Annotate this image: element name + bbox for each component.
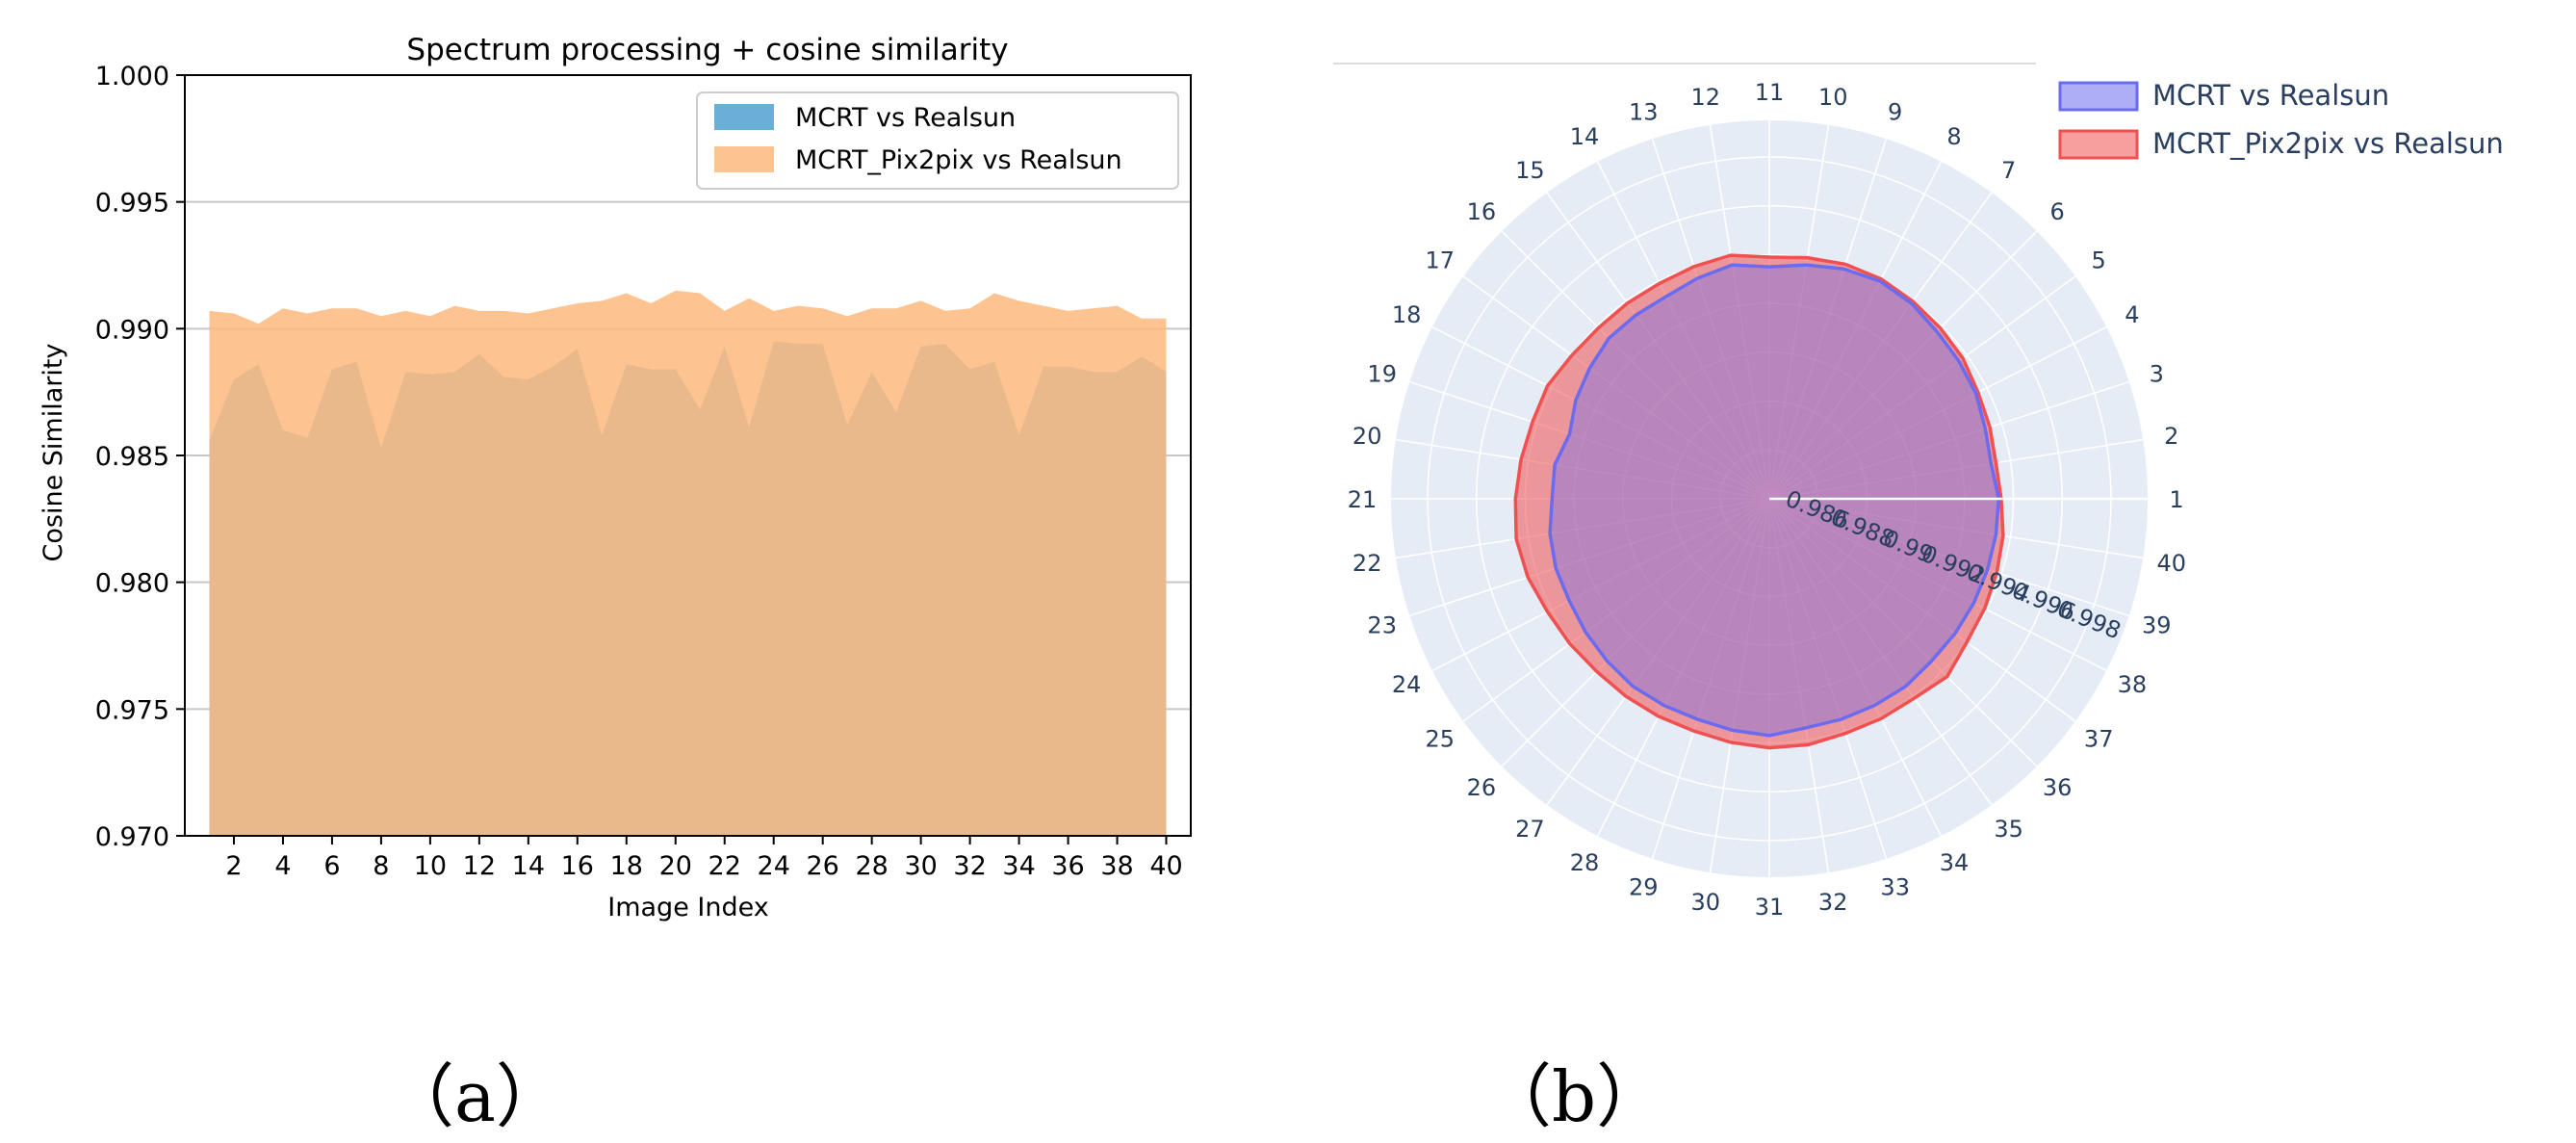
chart-b-angular-label: 14	[1570, 123, 1600, 150]
chart-b-angular-label: 38	[2118, 671, 2148, 698]
chart-a-x-tick-label: 40	[1149, 851, 1182, 881]
chart-b-angular-label: 28	[1570, 849, 1600, 876]
chart-a-x-tick-label: 28	[855, 851, 888, 881]
chart-b-angular-label: 24	[1392, 671, 1422, 698]
chart-b-angular-label: 12	[1691, 84, 1721, 111]
chart-a-x-tick-label: 30	[904, 851, 937, 881]
chart-a-area-series-2	[209, 290, 1167, 836]
chart-a-areas	[209, 290, 1167, 836]
chart-b-angular-label: 3	[2150, 360, 2164, 387]
chart-a-title: Spectrum processing + cosine similarity	[406, 33, 1008, 67]
chart-b-angular-label: 19	[1367, 360, 1397, 387]
chart-b-angular-label: 1	[2169, 486, 2183, 513]
chart-a-x-tick-label: 8	[373, 851, 389, 881]
panel-label-b: （b）	[1482, 1056, 1666, 1137]
chart-a-y-tick-label: 0.980	[95, 569, 169, 599]
chart-b-area-series-2	[1513, 253, 2005, 750]
chart-a-x-tick-label: 6	[323, 851, 340, 881]
chart-b-angular-label: 40	[2157, 550, 2187, 577]
chart-a-x-tick-label: 18	[610, 851, 643, 881]
chart-b-angular-label: 4	[2125, 301, 2139, 328]
chart-b-legend: MCRT vs Realsun MCRT_Pix2pix vs Realsun	[2058, 79, 2504, 160]
chart-b-angular-label: 37	[2084, 726, 2114, 753]
chart-a-x-tick-label: 14	[512, 851, 545, 881]
chart-a-x-tick-label: 4	[274, 851, 291, 881]
chart-b-angular-label: 16	[1467, 198, 1497, 225]
chart-a-x-tick-label: 22	[708, 851, 741, 881]
chart-b-angular-label: 6	[2049, 198, 2064, 225]
chart-a-legend-label-mcrt: MCRT vs Realsun	[795, 103, 1016, 133]
chart-b-angular-label: 15	[1515, 157, 1545, 184]
chart-b-angular-label: 21	[1348, 486, 1378, 513]
chart-b-angular-label: 8	[1946, 123, 1961, 150]
chart-a-x-tick-label: 38	[1100, 851, 1133, 881]
chart-b-angular-label: 2	[2164, 423, 2178, 450]
chart-a-y-tick-label: 0.995	[95, 189, 169, 219]
chart-a-x-tick-label: 24	[758, 851, 790, 881]
chart-b-angular-label: 26	[1467, 774, 1497, 801]
chart-a-y-tick-label: 0.985	[95, 442, 169, 472]
chart-a-legend: MCRT vs Realsun MCRT_Pix2pix vs Realsun	[696, 91, 1179, 190]
chart-b-angular-label: 34	[1940, 849, 1970, 876]
chart-a-y-tick-label: 0.975	[95, 695, 169, 725]
chart-b-angular-label: 39	[2142, 612, 2172, 639]
chart-a-x-tick-label: 10	[414, 851, 447, 881]
chart-b-area-series-1	[1548, 263, 2001, 738]
chart-a-x-tick-label: 2	[225, 851, 242, 881]
chart-b-angular-label: 7	[2001, 157, 2016, 184]
chart-b-series-areas	[1513, 253, 2005, 750]
chart-b-angular-label: 13	[1629, 99, 1659, 126]
chart-b-angular-label: 11	[1755, 79, 1785, 106]
chart-b-angular-label: 9	[1888, 99, 1902, 126]
panel-label-a: （a）	[385, 1056, 565, 1137]
chart-b-angular-label: 18	[1392, 301, 1422, 328]
chart-a-x-tick-label: 36	[1051, 851, 1084, 881]
chart-b-angular-label: 22	[1352, 550, 1382, 577]
chart-a-x-tick-label: 16	[561, 851, 594, 881]
chart-b-legend-label-mcrt: MCRT vs Realsun	[2152, 79, 2389, 112]
chart-a-x-axis-label: Image Index	[607, 893, 768, 922]
chart-a-legend-swatch-mcrt	[714, 104, 774, 130]
chart-a-y-tick-label: 0.990	[95, 315, 169, 345]
chart-b-angular-labels: 1234567891011121314151617181920212223242…	[1348, 79, 2186, 921]
chart-a-legend-swatch-pix2pix	[714, 146, 774, 172]
chart-a-x-tick-label: 34	[1002, 851, 1035, 881]
chart-a-y-ticks: 0.970 0.975 0.980 0.985 0.990 0.995 1.000	[95, 62, 185, 852]
chart-b-angular-label: 31	[1755, 894, 1785, 921]
chart-b-angular-label: 35	[1994, 816, 2023, 843]
chart-a-y-axis-label: Cosine Similarity	[39, 344, 68, 562]
chart-b-angular-label: 30	[1691, 889, 1721, 916]
chart-b-legend-label-pix2pix: MCRT_Pix2pix vs Realsun	[2152, 127, 2504, 160]
chart-a-legend-label-pix2pix: MCRT_Pix2pix vs Realsun	[795, 145, 1122, 175]
area-chart-a: Spectrum processing + cosine similarity …	[39, 33, 1192, 922]
chart-a-y-tick-label: 0.970	[95, 822, 169, 852]
chart-a-x-ticks: 2 4 6 8 10 12 14 16 18 20 22 24 26 28 30 32 34 36 38 40	[225, 836, 1183, 881]
chart-b-angular-label: 10	[1818, 84, 1848, 111]
chart-a-x-tick-label: 32	[953, 851, 986, 881]
chart-b-angular-label: 20	[1352, 423, 1382, 450]
chart-b-angular-label: 36	[2043, 774, 2073, 801]
chart-a-x-tick-label: 26	[807, 851, 839, 881]
chart-b-legend-swatch-pix2pix	[2058, 129, 2139, 160]
chart-b-angular-label: 25	[1426, 726, 1455, 753]
chart-b-angular-label: 27	[1515, 816, 1545, 843]
chart-b-angular-label: 33	[1880, 873, 1910, 900]
chart-a-x-tick-label: 12	[463, 851, 496, 881]
chart-b-angular-label: 5	[2092, 247, 2106, 273]
chart-a-x-tick-label: 20	[659, 851, 692, 881]
chart-a-y-tick-label: 1.000	[95, 62, 169, 91]
chart-b-angular-label: 32	[1818, 889, 1848, 916]
chart-b-angular-label: 29	[1629, 873, 1659, 900]
chart-b-angular-label: 17	[1426, 247, 1455, 273]
chart-b-angular-label: 23	[1367, 612, 1397, 639]
chart-b-legend-swatch-mcrt	[2058, 81, 2139, 112]
